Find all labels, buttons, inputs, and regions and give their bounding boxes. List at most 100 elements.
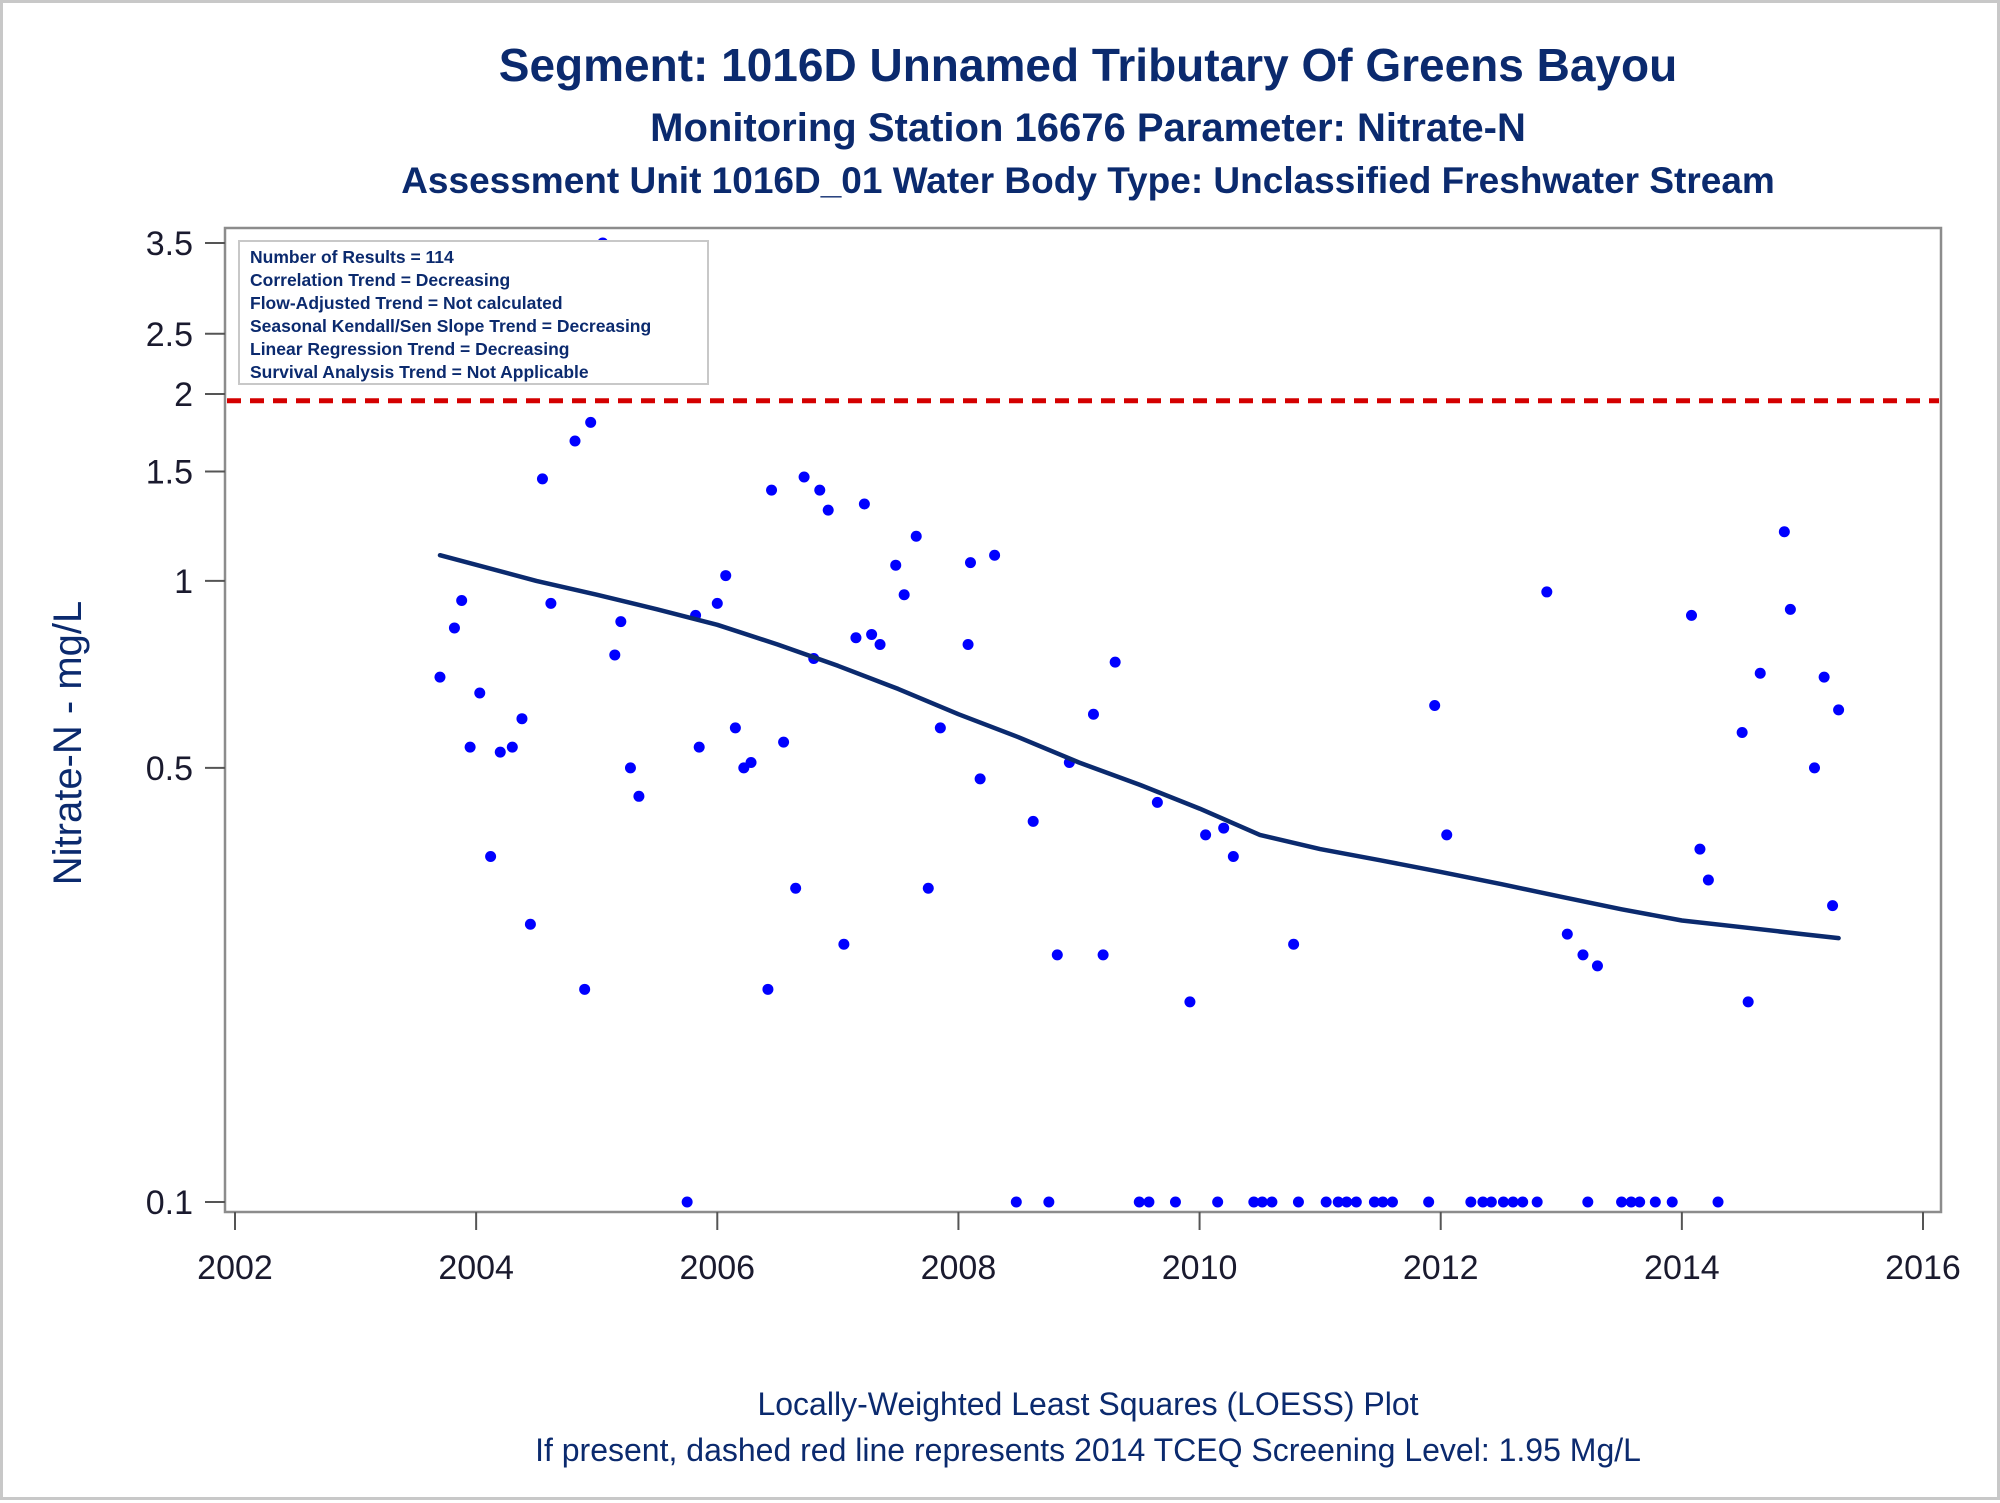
x-axis: 2002 2004 2006 2008 2010 2012 2014 2016: [197, 1212, 1961, 1287]
data-point: [474, 687, 486, 699]
stats-line: Correlation Trend = Decreasing: [250, 270, 510, 290]
data-point: [1266, 1196, 1278, 1208]
data-point: [1441, 829, 1453, 841]
data-point: [1736, 727, 1748, 739]
data-point: [485, 850, 497, 862]
data-point: [1625, 1196, 1637, 1208]
data-point: [1332, 1196, 1344, 1208]
data-point: [624, 762, 636, 774]
x-tick-label: 2010: [1162, 1249, 1238, 1287]
data-point: [1754, 667, 1766, 679]
data-point: [545, 597, 557, 609]
data-point: [1477, 1196, 1489, 1208]
data-point: [1184, 996, 1196, 1008]
data-point: [989, 549, 1001, 561]
data-point: [1485, 1196, 1497, 1208]
y-axis-title: Nitrate-N - mg/L: [46, 601, 90, 886]
data-point: [1616, 1196, 1628, 1208]
stats-line: Seasonal Kendall/Sen Slope Trend = Decre…: [250, 316, 651, 336]
stats-line: Linear Regression Trend = Decreasing: [250, 339, 570, 359]
x-tick-label: 2008: [921, 1249, 997, 1287]
data-point: [1531, 1196, 1543, 1208]
chart-title: Segment: 1016D Unnamed Tributary Of Gree…: [499, 39, 1677, 91]
y-tick-label: 0.5: [146, 750, 193, 788]
x-tick-label: 2004: [438, 1249, 514, 1287]
data-point: [506, 741, 518, 753]
data-point: [866, 628, 878, 640]
data-point: [1808, 762, 1820, 774]
footnote-loess: Locally-Weighted Least Squares (LOESS) P…: [757, 1386, 1418, 1422]
data-point: [934, 722, 946, 734]
data-point: [890, 559, 902, 571]
stats-line: Number of Results = 114: [250, 247, 454, 267]
data-point: [910, 530, 922, 542]
data-point: [745, 757, 757, 769]
data-point: [729, 722, 741, 734]
x-tick-label: 2014: [1644, 1249, 1720, 1287]
data-point: [1827, 900, 1839, 912]
data-point: [1517, 1196, 1529, 1208]
data-point: [1702, 874, 1714, 886]
y-tick-label: 2: [174, 376, 193, 414]
data-point: [922, 882, 934, 894]
data-point: [766, 484, 778, 496]
data-point: [1582, 1196, 1594, 1208]
data-point: [1742, 996, 1754, 1008]
data-point: [1169, 1196, 1181, 1208]
stats-line: Survival Analysis Trend = Not Applicable: [250, 362, 589, 382]
data-point: [434, 671, 446, 683]
data-point: [569, 435, 581, 447]
data-point: [1143, 1196, 1155, 1208]
chart-subtitle: Monitoring Station 16676 Parameter: Nitr…: [650, 106, 1526, 150]
data-point: [1818, 671, 1830, 683]
data-point: [1497, 1196, 1509, 1208]
data-point: [1087, 708, 1099, 720]
data-point: [1712, 1196, 1724, 1208]
loess-curve-layer: [437, 552, 1841, 941]
data-point: [1051, 949, 1063, 961]
data-point: [494, 746, 506, 758]
stats-box: [238, 240, 709, 385]
data-point: [1212, 1196, 1224, 1208]
data-point: [898, 589, 910, 601]
data-point: [822, 504, 834, 516]
data-point: [633, 790, 645, 802]
data-point: [1634, 1196, 1646, 1208]
data-point: [1694, 843, 1706, 855]
data-point: [1227, 850, 1239, 862]
data-point: [1591, 960, 1603, 972]
data-point: [1577, 949, 1589, 961]
y-tick-label: 2.5: [146, 316, 193, 354]
data-point: [1200, 829, 1212, 841]
data-point: [858, 498, 870, 510]
data-point: [1386, 1196, 1398, 1208]
data-point: [814, 484, 826, 496]
loess-line: [437, 552, 1841, 941]
data-point: [464, 741, 476, 753]
data-point: [778, 736, 790, 748]
data-point: [1649, 1196, 1661, 1208]
data-point: [579, 983, 591, 995]
data-point: [693, 741, 705, 753]
data-point: [1686, 609, 1698, 621]
data-point: [1561, 928, 1573, 940]
data-point: [762, 983, 774, 995]
data-point: [456, 594, 468, 606]
y-tick-label: 1.5: [146, 454, 193, 492]
data-point: [1377, 1196, 1389, 1208]
data-point: [964, 557, 976, 569]
data-point: [1465, 1196, 1477, 1208]
data-point: [1288, 938, 1300, 950]
data-point: [1429, 700, 1441, 712]
data-point: [974, 773, 986, 785]
data-point: [1541, 586, 1553, 598]
data-point: [1778, 526, 1790, 538]
chart-canvas: Segment: 1016D Unnamed Tributary Of Gree…: [46, 39, 1961, 1468]
data-point: [1027, 815, 1039, 827]
data-point: [536, 473, 548, 485]
data-point: [838, 938, 850, 950]
data-point: [720, 570, 732, 582]
data-point: [1043, 1196, 1055, 1208]
x-tick-label: 2002: [197, 1249, 273, 1287]
